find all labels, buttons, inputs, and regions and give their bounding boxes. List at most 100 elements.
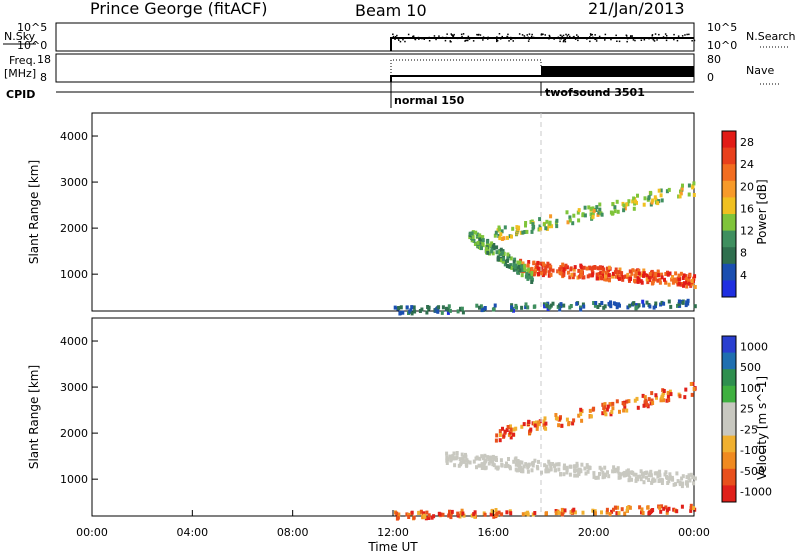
echo-cell xyxy=(602,267,606,272)
nsearch-point xyxy=(643,39,646,41)
echo-cell xyxy=(607,273,611,278)
echo-cell xyxy=(461,310,465,315)
echo-cell xyxy=(417,510,421,515)
echo-cell xyxy=(579,307,583,312)
nsearch-point xyxy=(528,33,531,35)
echo-cell xyxy=(603,277,607,282)
echo-cell xyxy=(520,264,524,269)
echo-cell xyxy=(544,226,548,231)
echo-cell xyxy=(506,258,509,263)
echo-cell xyxy=(477,463,481,468)
echo-cell xyxy=(622,473,626,478)
echo-cell xyxy=(642,273,645,278)
echo-cell xyxy=(609,304,613,309)
nsearch-point xyxy=(615,34,617,37)
nsearch-point xyxy=(450,33,452,35)
echo-cell xyxy=(643,196,647,201)
echo-cell xyxy=(631,199,635,204)
echo-cell xyxy=(464,462,468,467)
echo-cell xyxy=(665,398,669,403)
echo-cell xyxy=(677,302,681,307)
echo-cell xyxy=(660,300,664,305)
nsearch-point xyxy=(626,37,629,40)
echo-cell xyxy=(630,271,634,276)
velocity-heatmap-cells xyxy=(394,381,697,521)
nave-trace xyxy=(390,59,542,82)
echo-cell xyxy=(681,481,685,486)
nsearch-point xyxy=(571,37,573,39)
nsearch-point xyxy=(629,36,632,38)
echo-cell xyxy=(645,403,649,407)
power-ylabel: Slant Range [km] xyxy=(27,160,41,264)
echo-cell xyxy=(636,405,640,410)
echo-cell xyxy=(498,429,502,434)
echo-cell xyxy=(654,301,658,306)
echo-cell xyxy=(536,260,540,265)
echo-cell xyxy=(501,426,504,431)
echo-cell xyxy=(677,277,681,281)
nsearch-point xyxy=(544,34,546,36)
nsearch-point xyxy=(560,34,562,37)
nsearch-point xyxy=(396,34,398,37)
echo-cell xyxy=(479,237,483,242)
echo-cell xyxy=(571,421,575,426)
echo-cell xyxy=(544,421,548,426)
echo-cell xyxy=(566,220,570,225)
echo-cell xyxy=(656,201,660,206)
echo-cell xyxy=(498,438,502,443)
echo-cell xyxy=(455,451,459,455)
echo-cell xyxy=(506,463,510,468)
echo-cell xyxy=(610,509,614,514)
echo-cell xyxy=(541,273,545,278)
nsearch-point xyxy=(397,37,399,40)
echo-cell xyxy=(657,188,661,193)
echo-cell xyxy=(591,211,595,216)
echo-cell xyxy=(530,266,534,271)
echo-cell xyxy=(615,199,619,204)
nsearch-point xyxy=(595,40,598,42)
echo-cell xyxy=(445,461,449,465)
echo-cell xyxy=(616,209,620,214)
nsearch-point xyxy=(596,37,598,40)
echo-cell xyxy=(653,478,657,483)
echo-cell xyxy=(508,430,512,435)
echo-cell xyxy=(547,459,551,464)
echo-cell xyxy=(542,419,546,424)
echo-cell xyxy=(597,210,601,215)
nsearch-point xyxy=(419,37,422,39)
nsearch-point xyxy=(561,35,563,38)
echo-cell xyxy=(628,303,632,308)
echo-cell xyxy=(511,226,515,231)
velocity-colorbar: 1000 500 100 25 -25 -100 -500 -1000 xyxy=(721,335,772,503)
echo-cell xyxy=(502,433,506,438)
echo-cell xyxy=(560,512,564,517)
echo-cell xyxy=(533,511,537,515)
echo-cell xyxy=(633,278,636,283)
nsearch-point xyxy=(653,40,656,42)
echo-cell xyxy=(571,275,575,280)
echo-cell xyxy=(595,272,599,277)
echo-cell xyxy=(399,310,402,315)
echo-cell xyxy=(397,512,401,517)
echo-cell xyxy=(605,407,609,412)
echo-cell xyxy=(473,242,477,246)
echo-cell xyxy=(513,257,517,262)
echo-cell xyxy=(687,281,691,286)
echo-cell xyxy=(654,471,658,476)
echo-cell xyxy=(654,304,657,309)
echo-cell xyxy=(522,464,526,469)
echo-cell xyxy=(693,285,697,289)
echo-cell xyxy=(474,230,478,235)
echo-cell xyxy=(407,515,411,519)
echo-cell xyxy=(585,266,589,271)
freq-panel: Freq. [MHz] 18 8 80 0 Nave xyxy=(4,53,780,85)
echo-cell xyxy=(633,199,637,204)
echo-cell xyxy=(448,308,452,313)
echo-cell xyxy=(642,271,646,276)
nsearch-point xyxy=(594,38,596,40)
echo-cell xyxy=(645,273,649,278)
echo-cell xyxy=(547,270,551,275)
echo-cell xyxy=(691,475,695,480)
echo-cell xyxy=(558,307,562,312)
echo-cell xyxy=(622,408,626,413)
